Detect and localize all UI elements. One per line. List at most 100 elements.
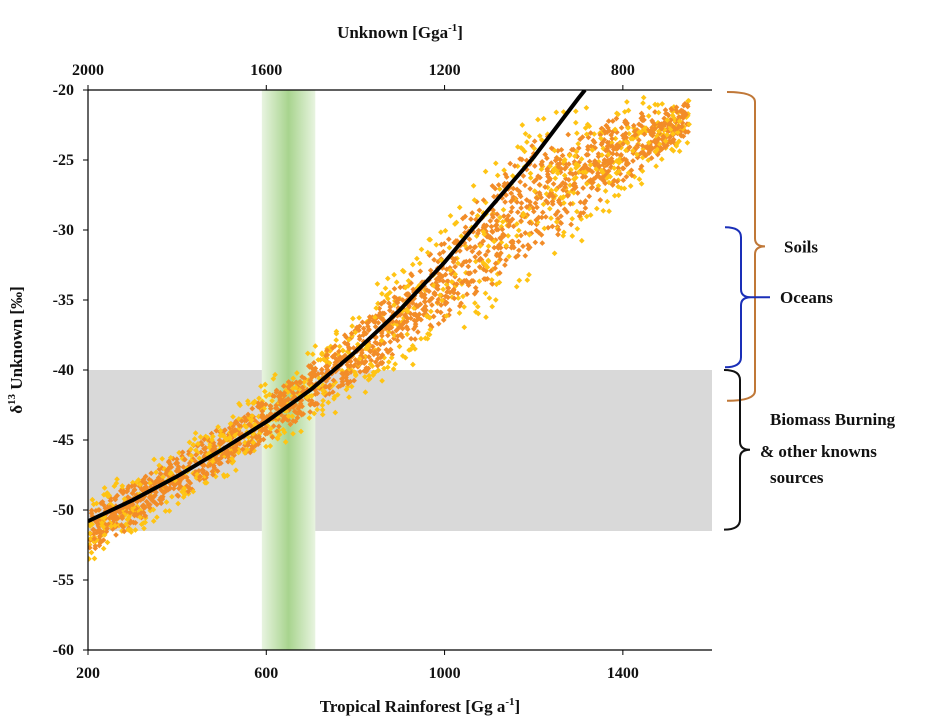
scatter-point [340,375,346,382]
scatter-point [378,337,385,344]
scatter-point [578,210,584,217]
scatter-point [485,248,491,255]
scatter-point [597,132,604,138]
scatter-point [401,319,408,325]
scatter-point [374,281,381,287]
scatter-point [508,190,515,197]
scatter-point [222,449,228,456]
scatter-point [524,277,531,283]
scatter-point [481,222,487,229]
scatter-point [426,298,433,304]
scatter-point [516,277,523,284]
scatter-point [652,148,659,155]
scatter-point [438,302,444,308]
scatter-point [384,332,391,339]
scatter-point [166,464,173,471]
scatter-point [484,275,491,282]
scatter-point [452,263,458,270]
scatter-point [605,168,612,174]
scatter-point [104,525,111,532]
scatter-point [263,424,269,431]
scatter-point [601,128,608,135]
scatter-point [670,124,677,130]
scatter-point [408,335,414,342]
scatter-point [496,270,503,276]
scatter-point [640,94,647,101]
scatter-point [511,163,518,169]
scatter-point [659,101,666,107]
scatter-point [489,229,496,235]
scatter-point [326,382,333,389]
scatter-point [570,182,577,189]
scatter-point [575,140,582,147]
scatter-point [669,112,676,119]
scatter-point [118,522,125,528]
scatter-point [472,309,479,315]
scatter-point [174,456,180,463]
scatter-point [583,213,590,220]
scatter-point [558,165,565,172]
scatter-point [559,152,566,159]
scatter-point [513,254,519,260]
scatter-point [579,174,586,180]
scatter-point [465,270,472,277]
scatter-point [290,390,297,396]
scatter-point [671,117,678,124]
scatter-point [188,452,195,459]
scatter-point [233,419,240,426]
scatter-point [582,125,589,131]
scatter-point [436,277,443,284]
scatter-point [544,168,551,174]
scatter-point [542,184,548,190]
scatter-point [685,129,691,135]
scatter-point [447,212,454,219]
scatter-point [514,199,520,205]
scatter-point [176,449,182,456]
scatter-point [527,175,534,181]
scatter-point [409,272,415,279]
scatter-point [120,488,127,495]
scatter-point [463,277,470,284]
y-tick-label: -40 [53,362,74,379]
scatter-point [386,307,393,314]
scatter-point [124,516,131,523]
scatter-point [185,477,192,484]
scatter-point [362,389,369,396]
scatter-point [481,231,488,238]
scatter-point [209,437,215,443]
scatter-point [468,216,474,222]
scatter-point [641,131,648,138]
scatter-point [558,213,564,220]
scatter-point [429,302,435,308]
scatter-point [591,139,598,146]
scatter-point [526,231,533,238]
scatter-point [290,430,296,437]
scatter-point [527,199,533,205]
x2-tick-label: 1600 [250,62,282,79]
scatter-point [514,221,520,227]
green-range-band [261,90,316,650]
scatter-point [466,258,473,264]
scatter-point [309,351,316,358]
scatter-point [428,308,434,315]
scatter-point [347,362,354,369]
scatter-point [510,223,517,230]
scatter-point [627,183,634,189]
scatter-point [670,130,676,137]
scatter-point [440,286,447,293]
scatter-point [585,151,591,158]
scatter-point [422,299,428,305]
scatter-point [623,147,629,154]
scatter-point [482,168,489,175]
scatter-point [191,436,198,442]
scatter-point [91,535,98,542]
scatter-point [248,417,255,423]
scatter-point [271,393,278,400]
scatter-point [418,335,424,342]
scatter-point [567,170,573,176]
scatter-point [501,232,507,239]
soils-bracket [726,91,766,402]
scatter-point [550,166,557,173]
x2-tick-label: 1200 [429,62,461,79]
scatter-point [384,292,391,298]
